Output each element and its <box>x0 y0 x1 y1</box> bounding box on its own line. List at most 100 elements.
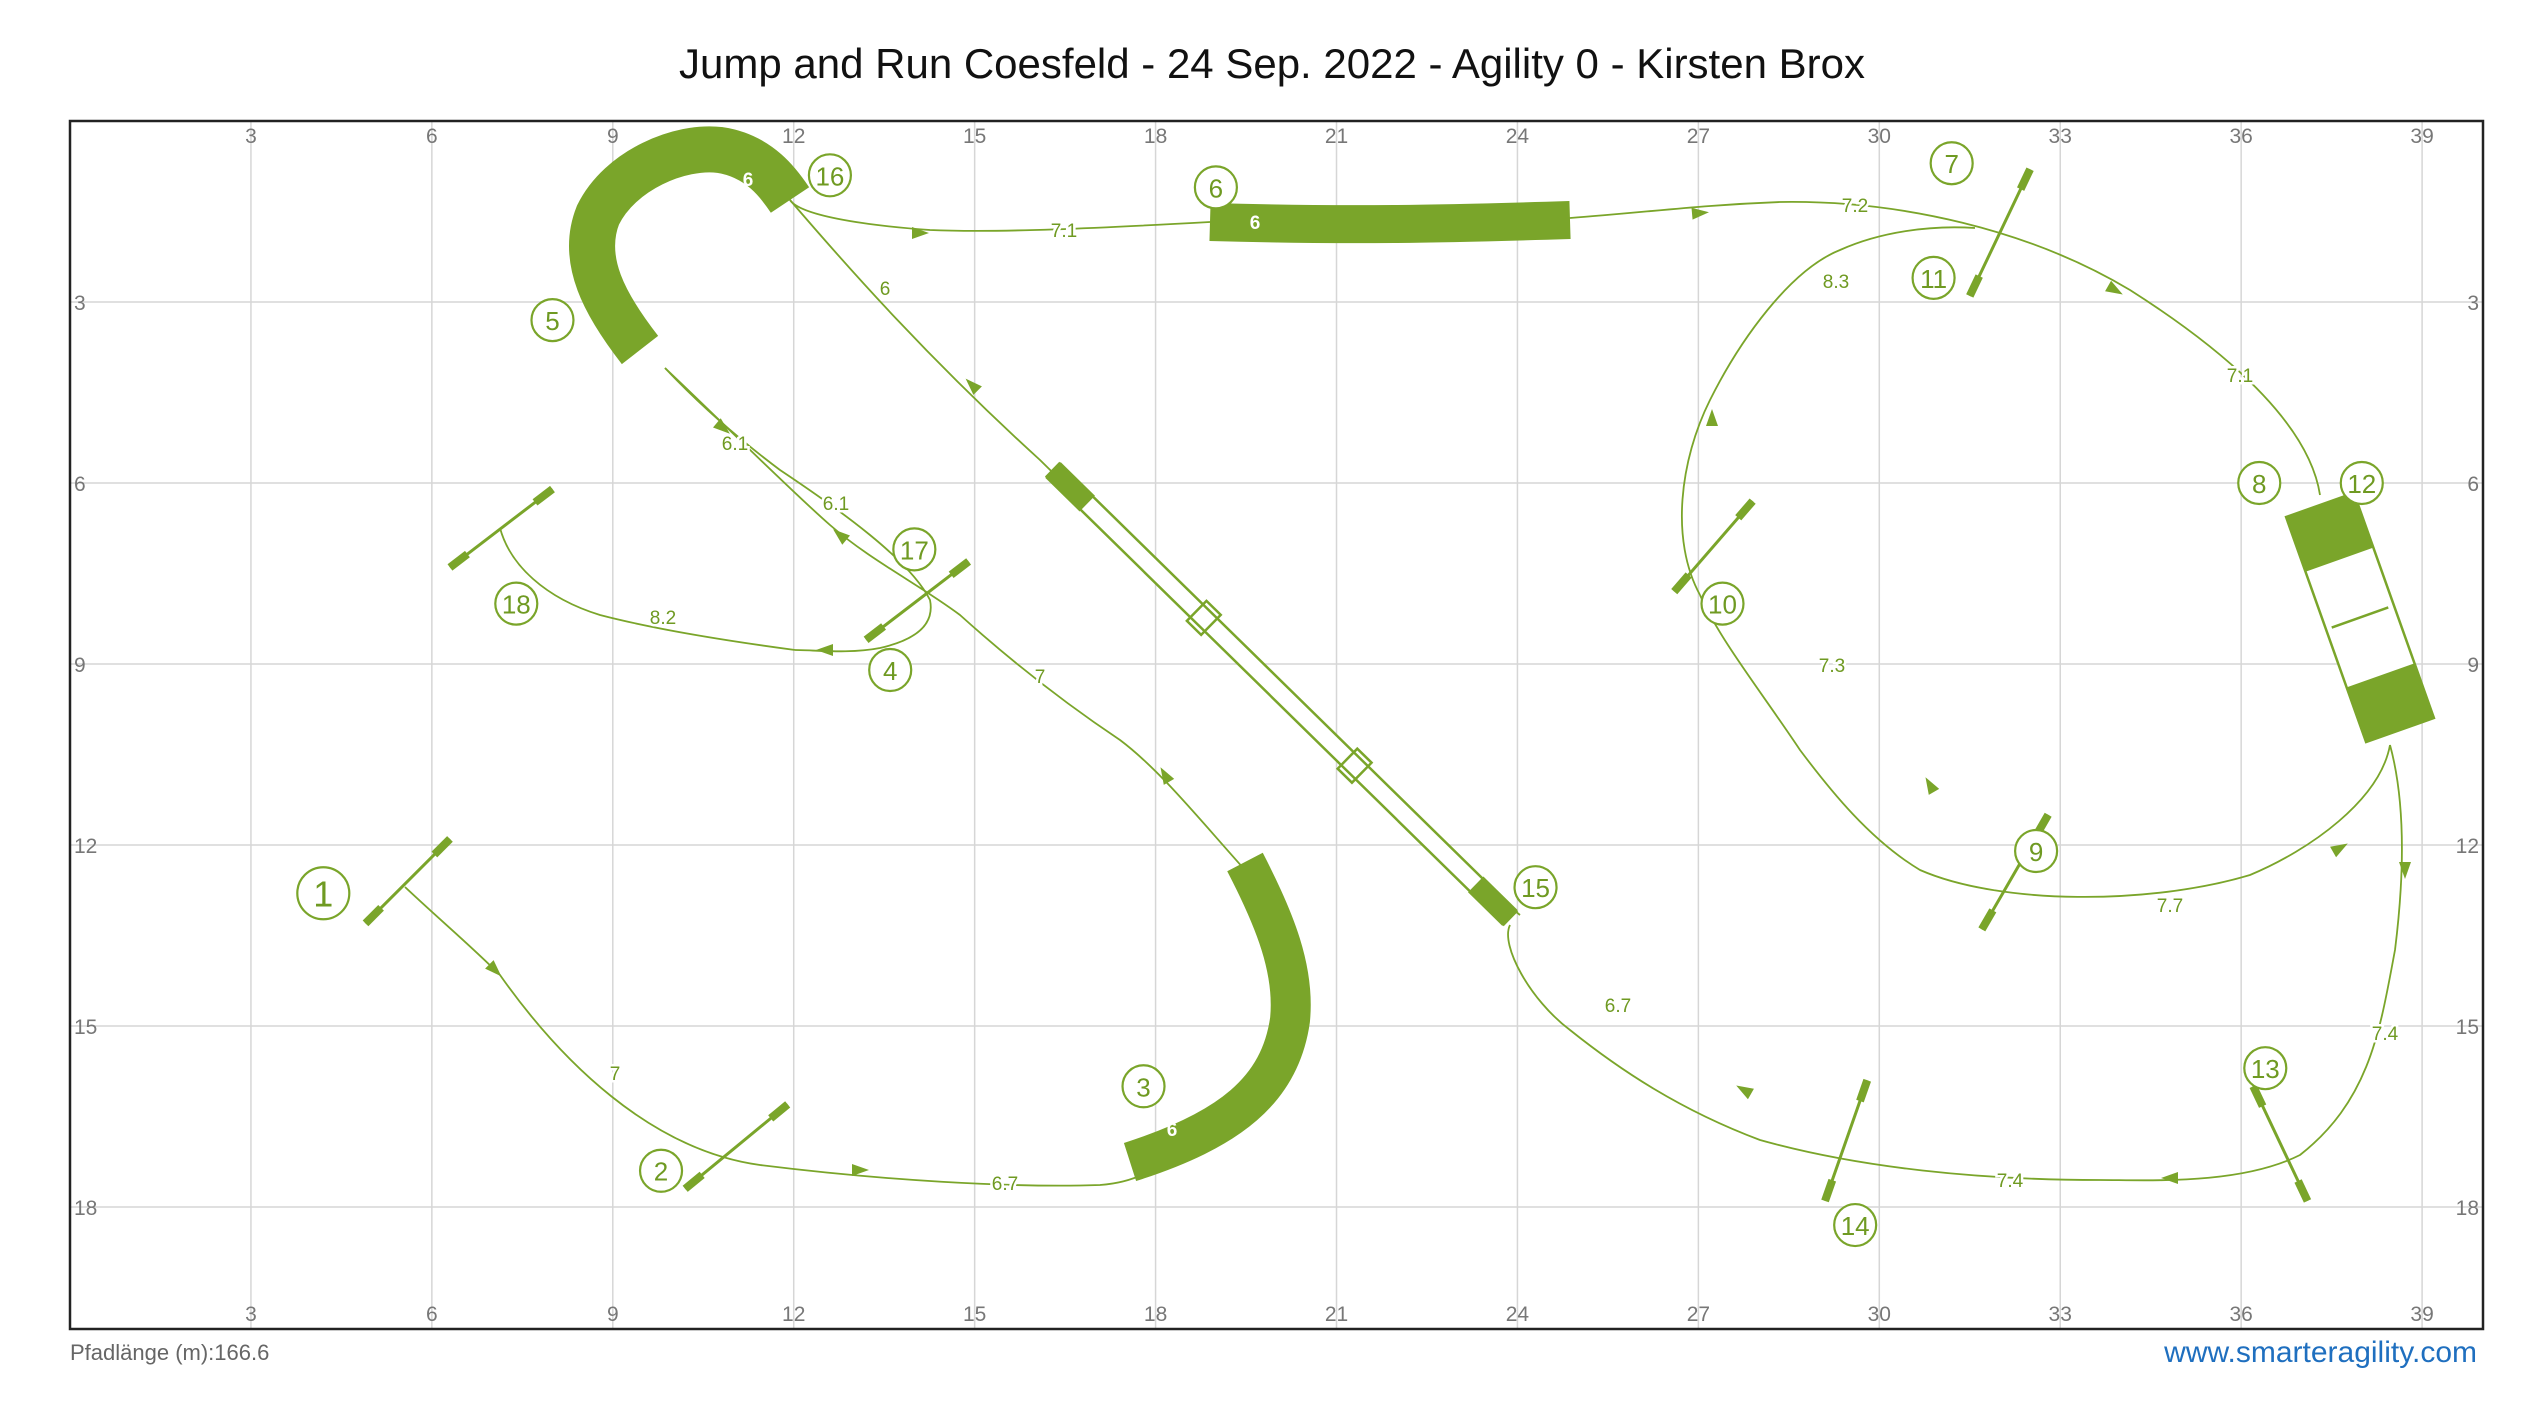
direction-arrow <box>852 1164 869 1176</box>
number-label: 3 <box>1136 1072 1150 1102</box>
number-label: 17 <box>900 535 929 565</box>
number-circle <box>2339 460 2384 506</box>
x-tick-top: 30 <box>1868 125 1891 148</box>
jump-wing <box>2294 1179 2312 1203</box>
number-label: 16 <box>815 161 844 191</box>
x-tick-bottom: 36 <box>2229 1303 2252 1326</box>
x-tick-top: 33 <box>2049 125 2072 148</box>
jump-13 <box>2249 1084 2312 1203</box>
path-length: Pfadlänge (m):166.6 <box>70 1340 269 1366</box>
jump-wing <box>2249 1084 2267 1108</box>
path-length-label: Pfadlänge (m): <box>70 1340 215 1365</box>
number-circle <box>2237 460 2282 506</box>
x-tick-bottom: 12 <box>782 1303 805 1326</box>
tunnel-body <box>1123 852 1311 1182</box>
distance-label: 7.1 <box>1051 221 1077 242</box>
distance-label: 7 <box>1035 667 1046 688</box>
direction-arrow <box>965 378 982 395</box>
number-circle <box>868 647 913 693</box>
x-tick-top: 27 <box>1687 125 1710 148</box>
obstacle-number-11: 11 <box>1911 255 1956 300</box>
x-tick-bottom: 24 <box>1506 1303 1530 1326</box>
obstacle-number-10: 10 <box>1700 581 1745 626</box>
jump-14 <box>1821 1078 1872 1203</box>
jump-wing <box>532 485 555 506</box>
obstacle-number-6: 6 <box>1193 165 1238 210</box>
tick-labels: 3366991212151518182121242427273030333336… <box>74 125 2479 1326</box>
jump-wing <box>1978 908 1997 932</box>
number-circle <box>1929 141 1974 186</box>
distance-label: 6.1 <box>823 494 849 515</box>
direction-arrow <box>2161 1172 2178 1184</box>
x-tick-bottom: 30 <box>1868 1303 1891 1326</box>
number-label: 2 <box>654 1157 668 1187</box>
path-segment <box>664 367 1246 871</box>
x-tick-top: 21 <box>1325 125 1348 148</box>
number-circle <box>1121 1064 1166 1109</box>
distance-label: 7.2 <box>1842 196 1868 217</box>
x-tick-bottom: 15 <box>963 1303 986 1326</box>
jump-4 <box>863 558 972 644</box>
contact-zone <box>2286 492 2374 572</box>
x-tick-bottom: 33 <box>2049 1303 2072 1326</box>
seesaw-pivot <box>2331 606 2389 629</box>
jump-wing <box>431 836 453 858</box>
number-circle <box>892 527 937 572</box>
number-label: 5 <box>545 306 559 336</box>
obstacle-number-18: 18 <box>494 581 539 626</box>
course-frame <box>68 119 2485 1331</box>
y-tick-right: 6 <box>2467 473 2479 496</box>
number-label: 1 <box>313 874 333 915</box>
path-segment <box>664 367 932 653</box>
obstacle-number-14: 14 <box>1833 1202 1878 1248</box>
y-tick-right: 18 <box>2456 1197 2479 1220</box>
contact-zone <box>1468 876 1518 926</box>
number-circle <box>1911 255 1956 300</box>
x-tick-bottom: 9 <box>607 1303 619 1326</box>
x-tick-top: 36 <box>2229 125 2252 148</box>
website-link[interactable]: www.smarteragility.com <box>2164 1336 2477 1369</box>
direction-arrow <box>1160 767 1175 785</box>
jump-wing <box>863 623 886 644</box>
tunnel-length: 6 <box>743 170 754 191</box>
jump-wing <box>948 558 972 578</box>
number-circle <box>2243 1046 2288 1091</box>
dogwalk-support <box>1185 599 1223 637</box>
tunnel-6: 6 <box>1209 201 1571 244</box>
obstacle-number-2: 2 <box>638 1148 684 1193</box>
dogwalk-plank <box>1044 461 1519 927</box>
direction-arrow <box>1691 207 1709 220</box>
path-segment <box>1699 594 2391 898</box>
x-tick-top: 39 <box>2410 125 2433 148</box>
x-tick-bottom: 18 <box>1144 1303 1167 1326</box>
x-tick-top: 9 <box>607 125 619 148</box>
jump-wing <box>768 1101 791 1122</box>
number-label: 9 <box>2029 837 2043 867</box>
obstacle-number-7: 7 <box>1929 141 1974 186</box>
y-tick-left: 9 <box>74 654 86 677</box>
y-tick-left: 15 <box>74 1016 97 1039</box>
jump-wing <box>1856 1078 1872 1103</box>
x-tick-top: 12 <box>782 125 805 148</box>
number-circle <box>494 581 539 626</box>
tunnel-3: 6 <box>1123 852 1311 1182</box>
number-label: 7 <box>1944 149 1958 179</box>
number-label: 14 <box>1841 1211 1870 1241</box>
tunnel-body <box>569 126 810 365</box>
number-label: 13 <box>2251 1054 2280 1084</box>
jump-wing <box>447 550 470 571</box>
direction-arrow <box>816 644 833 656</box>
obstacle-number-1: 1 <box>296 866 351 921</box>
obstacle-number-17: 17 <box>892 527 937 572</box>
number-circle <box>638 1148 684 1193</box>
direction-arrow <box>713 418 730 434</box>
jump-wing <box>682 1171 705 1192</box>
distance-label: 6.7 <box>1605 996 1631 1017</box>
distance-label: 7.4 <box>2372 1024 2399 1045</box>
number-label: 18 <box>502 590 531 620</box>
contact-zone <box>2346 663 2434 743</box>
path-segment <box>1507 744 2403 1182</box>
distance-label: 7.3 <box>1819 656 1845 677</box>
